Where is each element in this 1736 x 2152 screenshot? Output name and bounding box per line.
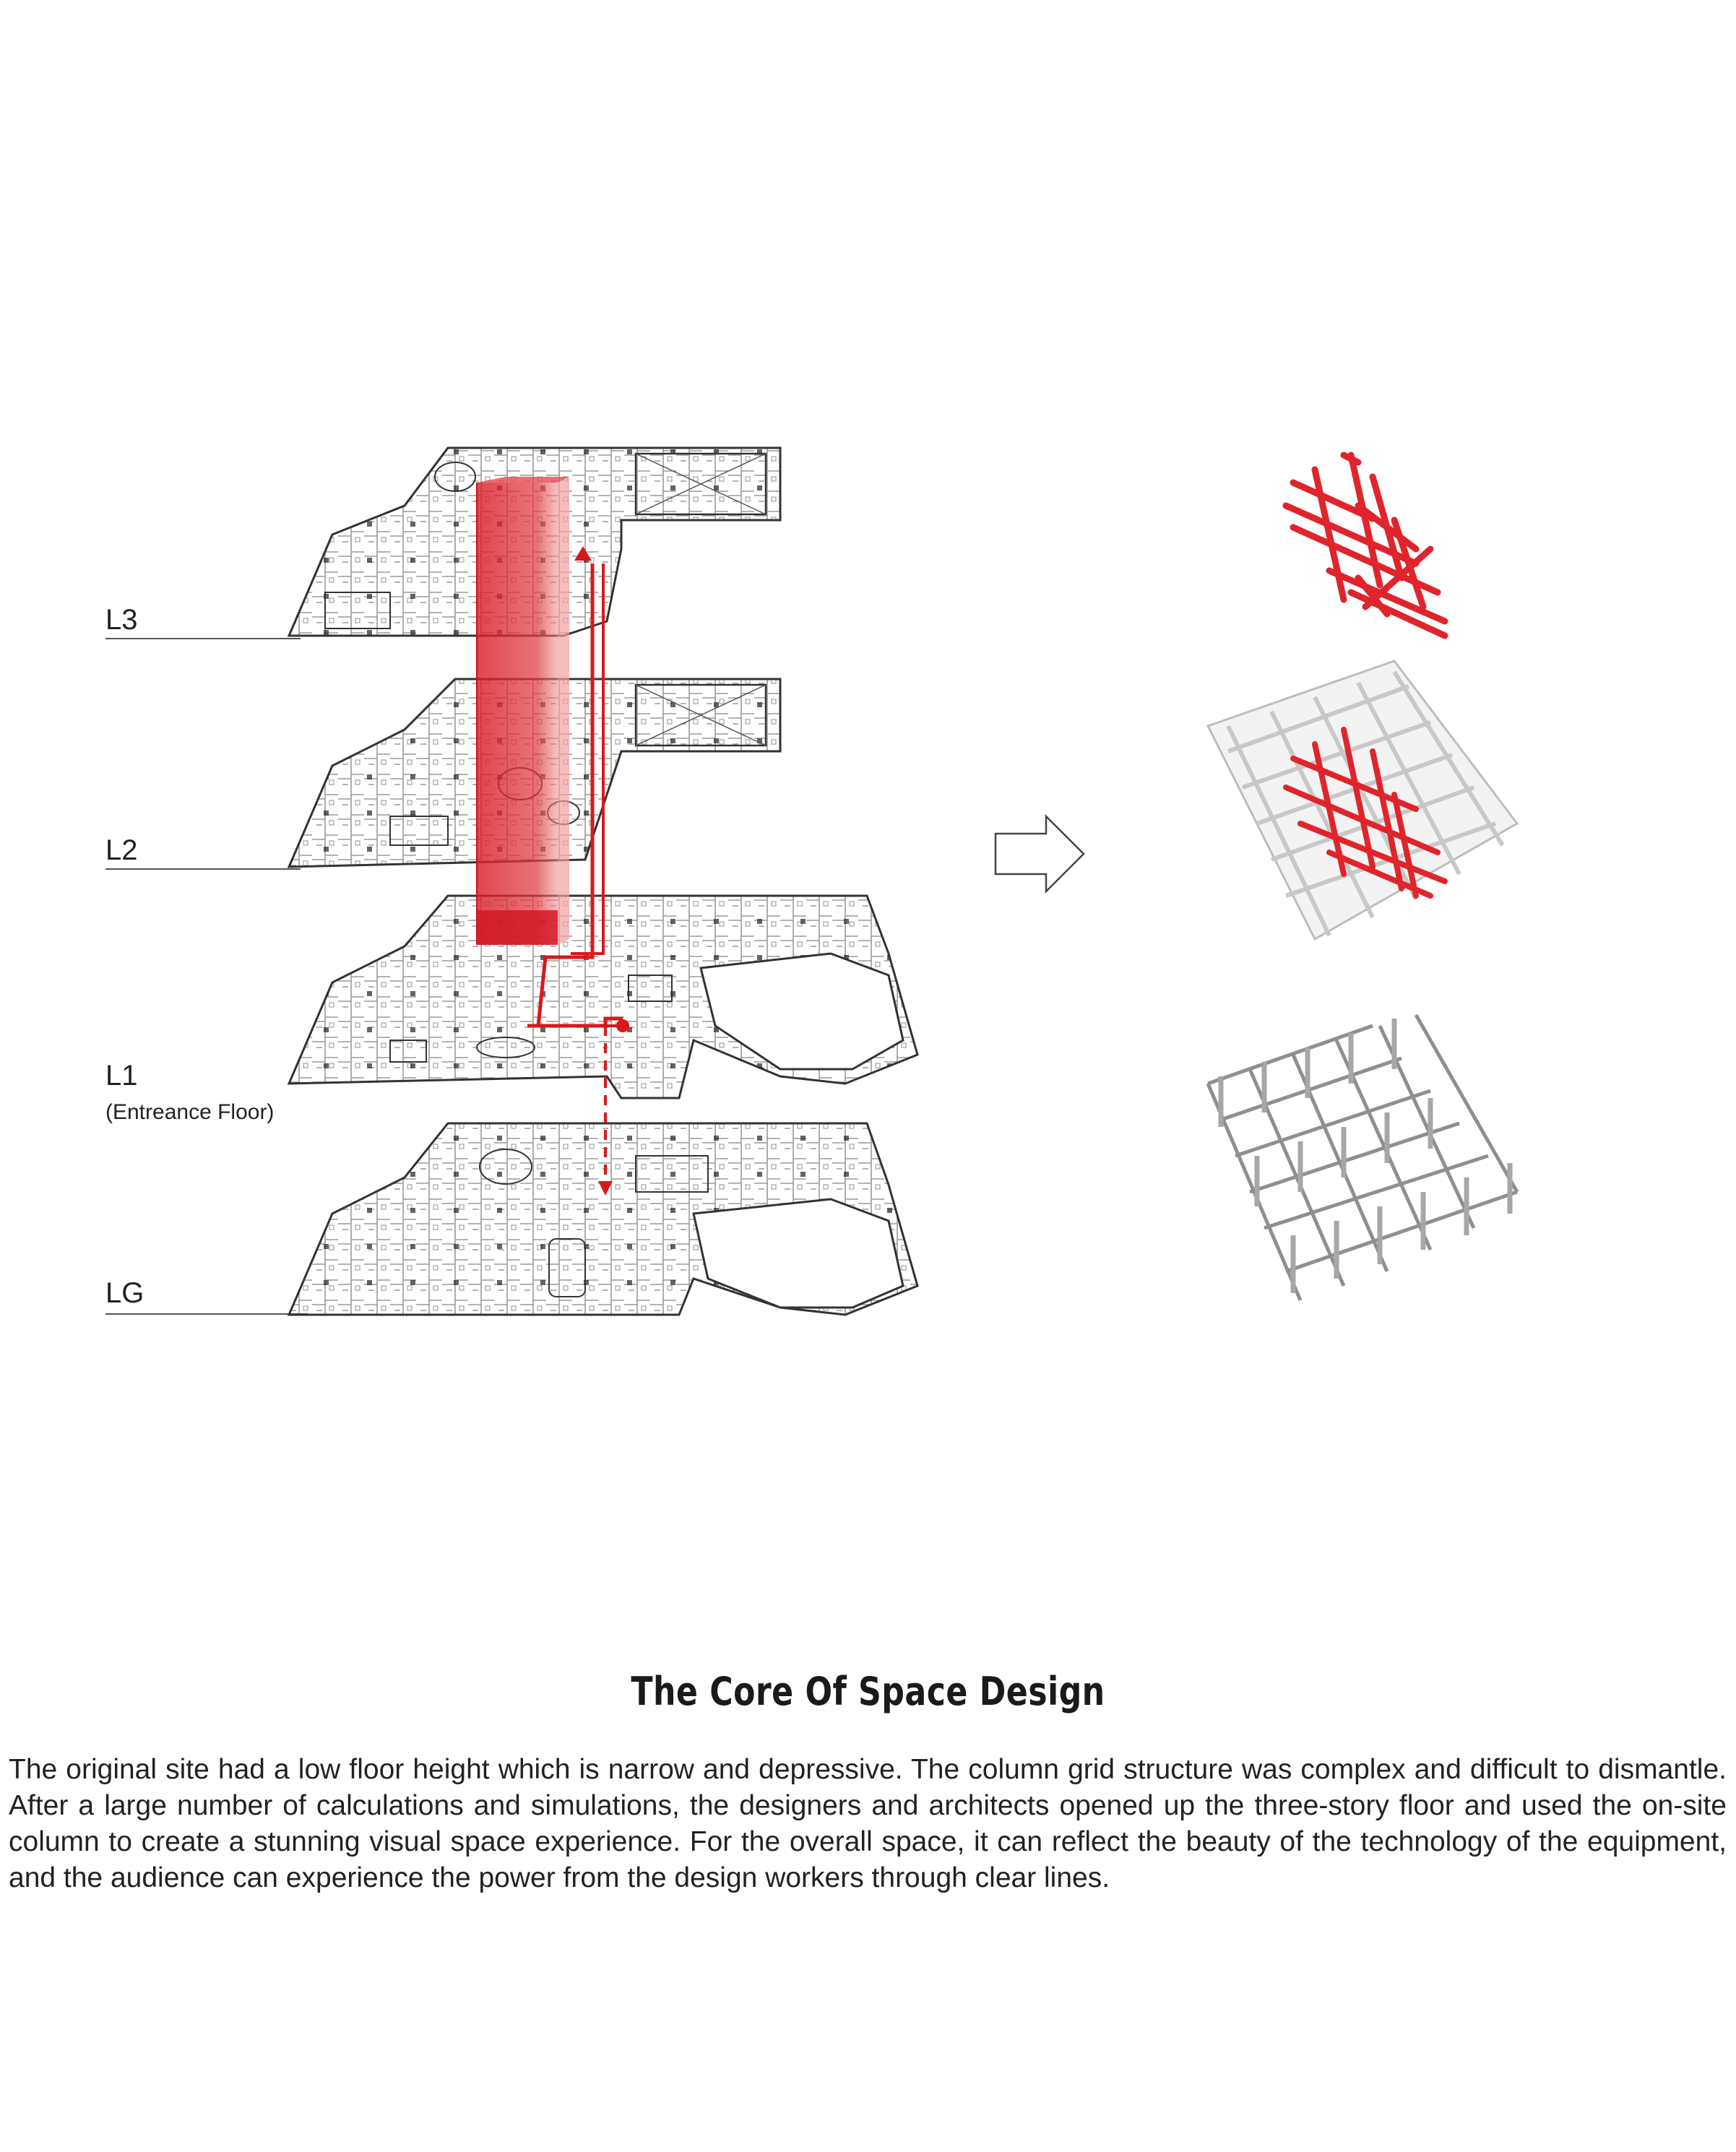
section-description: The original site had a low floor height…: [9, 1754, 1727, 1893]
floor-label-l1: L1: [105, 1060, 138, 1092]
atrium-column-highlight: [476, 477, 569, 945]
arrow-down-icon: [598, 1181, 613, 1196]
arrow-right-outline-icon: [994, 813, 1085, 894]
floor-label-l2: L2: [105, 834, 138, 866]
combined-structure-icon: [1206, 660, 1519, 941]
floor-plan-lg: [287, 1122, 919, 1316]
floor-label-lg: LG: [105, 1277, 144, 1309]
red-column-grid-icon: [1282, 451, 1448, 639]
section-title: The Core Of Space Design: [631, 1669, 1105, 1714]
circulation-path: [527, 546, 629, 1196]
grey-column-grid-icon: [1206, 1014, 1519, 1301]
floor-sublabel-l1: (Entreance Floor): [105, 1100, 275, 1124]
floor-plan-l1: [287, 894, 919, 1099]
arrow-up-icon: [574, 546, 592, 561]
floor-line-l2: [105, 868, 301, 870]
floor-line-lg: [105, 1313, 308, 1315]
entrance-marker-icon: [616, 1019, 629, 1032]
floor-label-l3: L3: [105, 604, 138, 636]
space-design-diagram: [287, 446, 1519, 1316]
floor-line-l3: [105, 638, 301, 639]
